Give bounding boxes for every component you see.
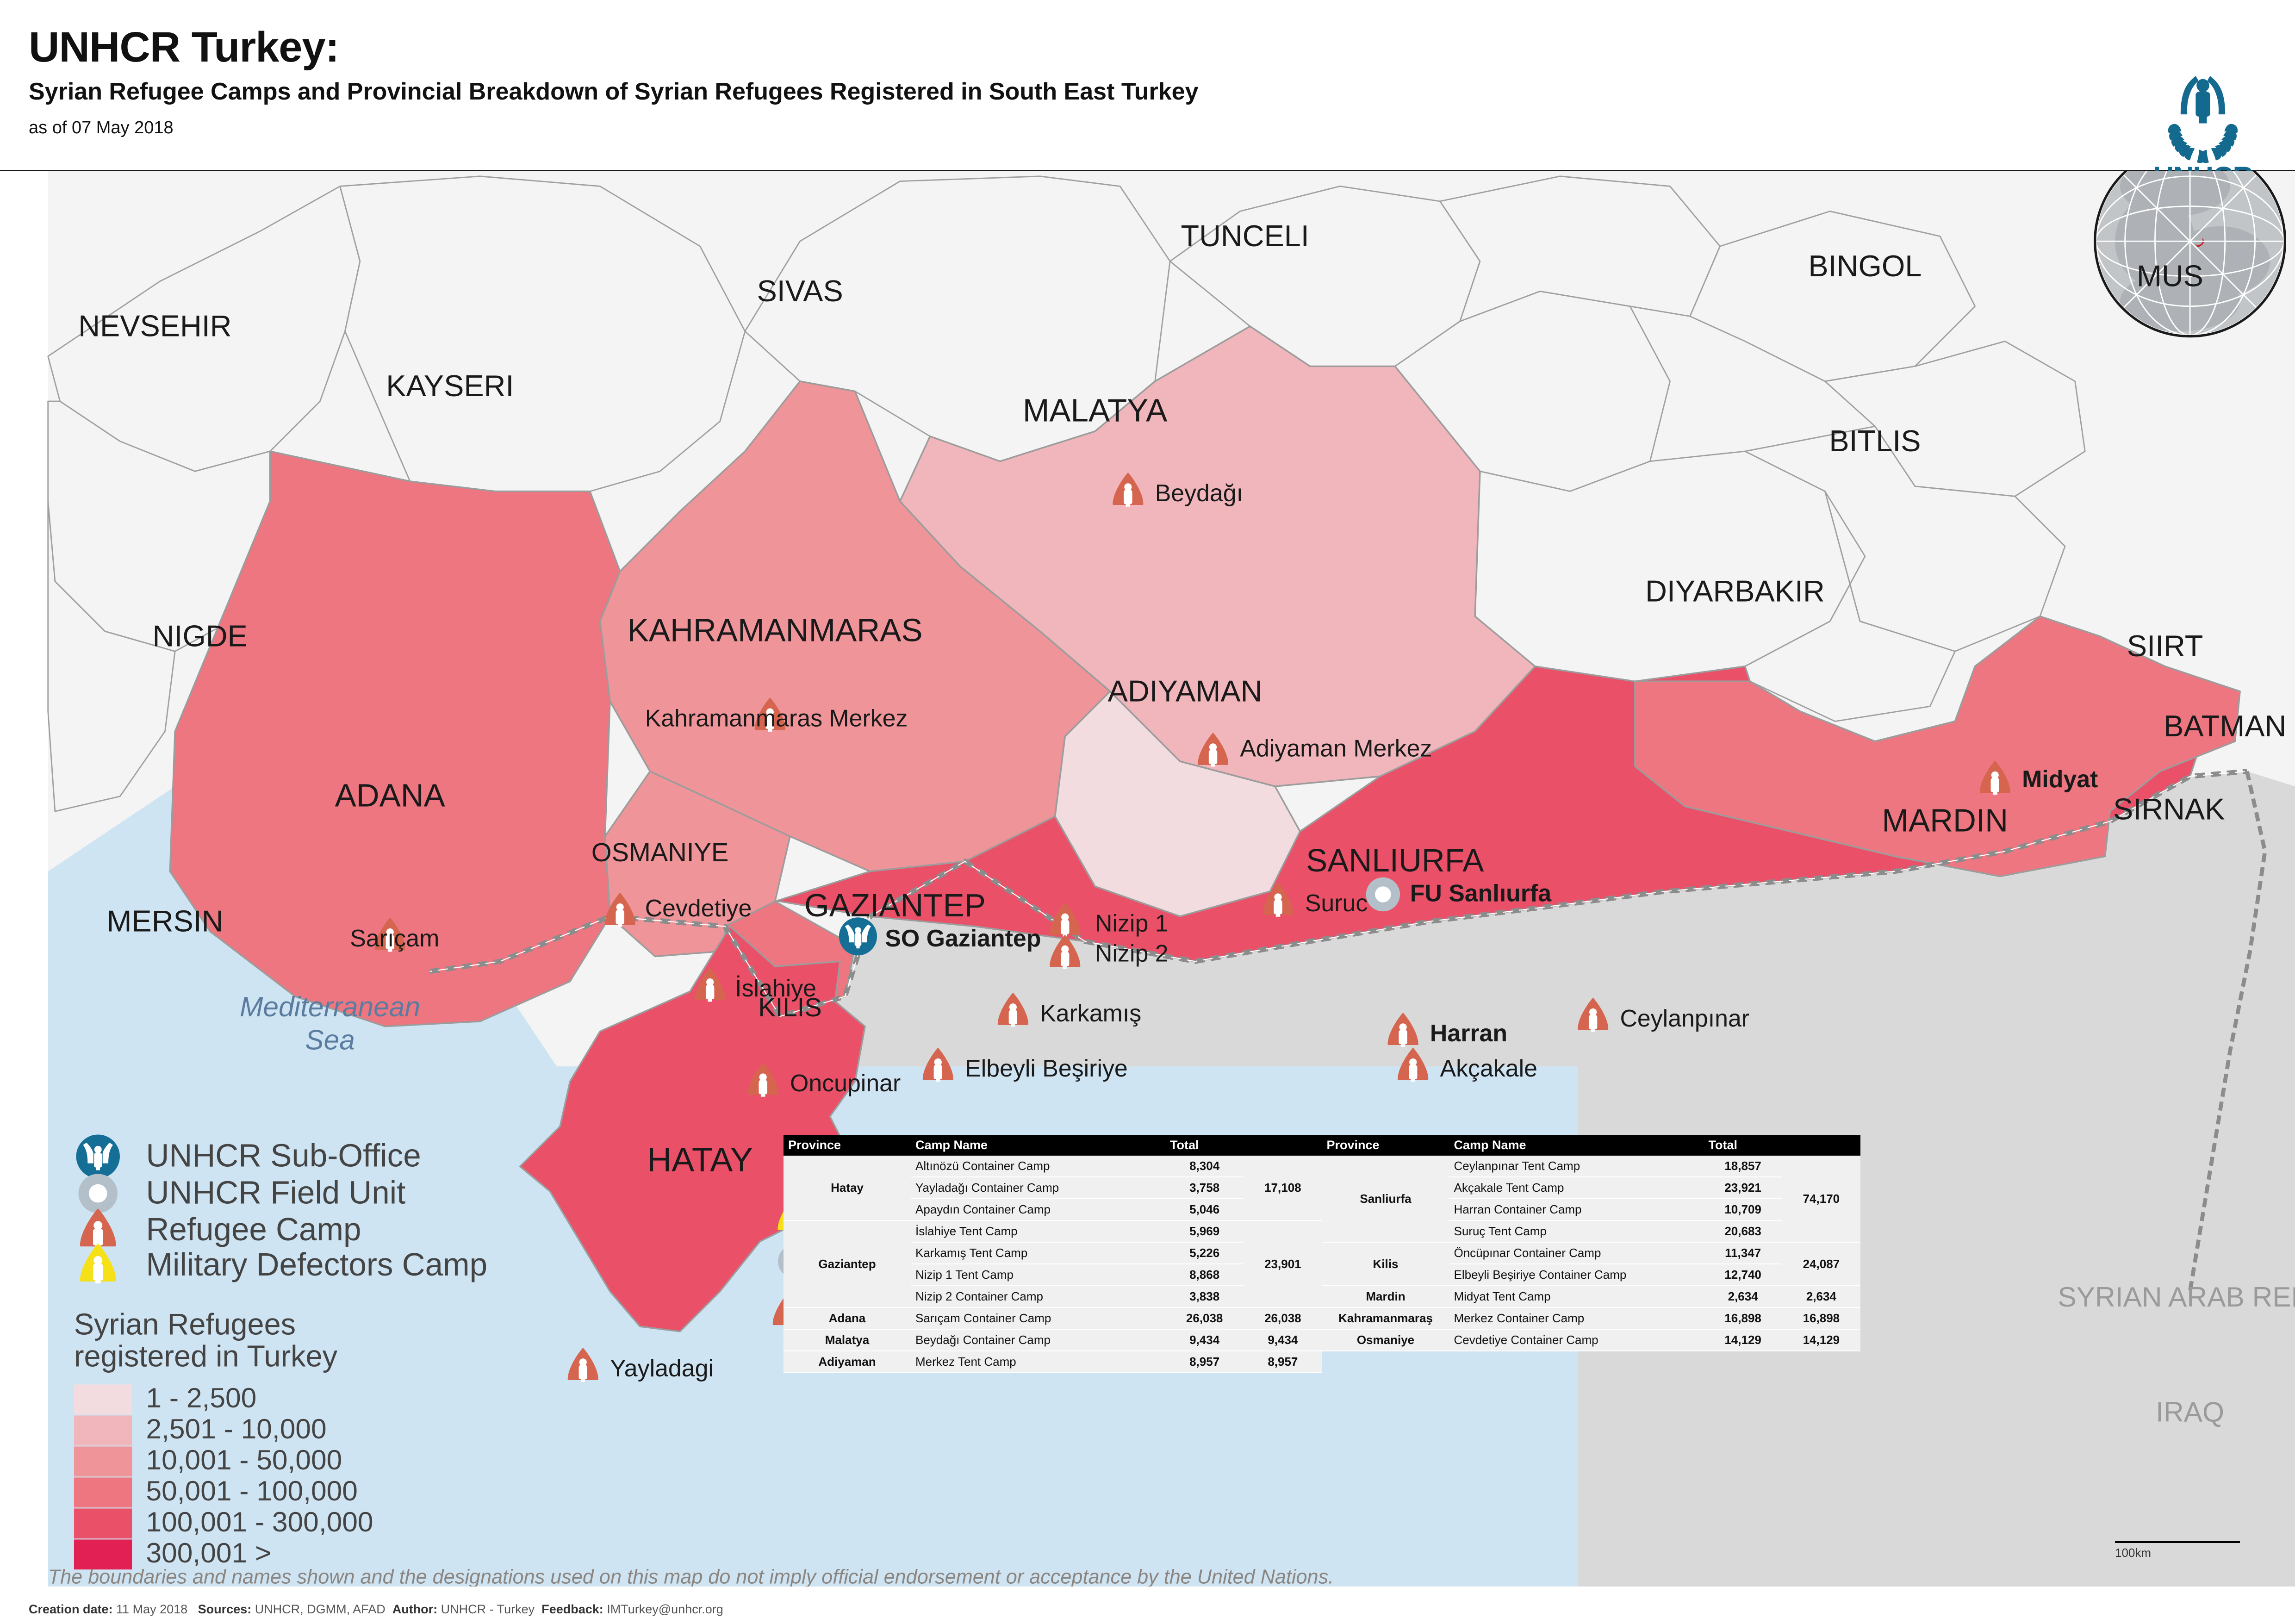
- svg-text:SANLIURFA: SANLIURFA: [1306, 842, 1484, 878]
- svg-text:Refugee Camp: Refugee Camp: [146, 1211, 361, 1247]
- svg-text:300,001 >: 300,001 >: [146, 1537, 271, 1568]
- svg-text:MALATYA: MALATYA: [1023, 392, 1167, 428]
- svg-text:Nizip 2: Nizip 2: [1095, 940, 1169, 966]
- svg-text:SYRIAN ARAB REPUBLIC: SYRIAN ARAB REPUBLIC: [2058, 1281, 2295, 1313]
- svg-text:HATAY: HATAY: [647, 1140, 753, 1179]
- svg-text:Beydağı: Beydağı: [1155, 479, 1243, 506]
- svg-text:Military Defectors Camp: Military Defectors Camp: [146, 1246, 487, 1282]
- svg-text:Suruc: Suruc: [1305, 890, 1368, 916]
- svg-text:BINGOL: BINGOL: [1808, 249, 1922, 283]
- svg-text:OSMANIYE: OSMANIYE: [591, 838, 729, 867]
- svg-text:FU Sanlıurfa: FU Sanlıurfa: [1410, 880, 1552, 907]
- svg-text:GAZIANTEP: GAZIANTEP: [804, 887, 986, 923]
- svg-text:ADANA: ADANA: [335, 777, 445, 813]
- svg-text:KAYSERI: KAYSERI: [386, 369, 514, 403]
- svg-text:TUNCELI: TUNCELI: [1181, 219, 1309, 253]
- svg-text:Karkamış: Karkamış: [1040, 1000, 1141, 1027]
- svg-text:2,501 - 10,000: 2,501 - 10,000: [146, 1413, 326, 1444]
- svg-text:Adiyaman Merkez: Adiyaman Merkez: [1240, 734, 1432, 761]
- svg-text:KAHRAMANMARAS: KAHRAMANMARAS: [628, 612, 923, 648]
- svg-text:Kahramanmaras Merkez: Kahramanmaras Merkez: [645, 704, 908, 731]
- svg-text:Nizip 1: Nizip 1: [1095, 909, 1169, 936]
- svg-text:The boundaries and names shown: The boundaries and names shown and the d…: [48, 1566, 1334, 1587]
- svg-text:Cevdetiye: Cevdetiye: [645, 895, 752, 921]
- svg-text:BATMAN: BATMAN: [2164, 709, 2286, 743]
- svg-text:registered in Turkey: registered in Turkey: [74, 1339, 338, 1373]
- svg-text:MUS: MUS: [2137, 259, 2203, 293]
- svg-text:Ceylanpınar: Ceylanpınar: [1620, 1005, 1749, 1032]
- svg-text:Syrian Refugees: Syrian Refugees: [74, 1307, 296, 1341]
- svg-text:UNHCR Field Unit: UNHCR Field Unit: [146, 1174, 405, 1210]
- svg-text:NEVSEHIR: NEVSEHIR: [78, 309, 231, 343]
- svg-text:MARDIN: MARDIN: [1882, 802, 2008, 838]
- svg-text:Elbeyli Beşiriye: Elbeyli Beşiriye: [965, 1055, 1128, 1082]
- svg-text:1 - 2,500: 1 - 2,500: [146, 1382, 256, 1413]
- svg-text:Mediterranean: Mediterranean: [240, 991, 420, 1022]
- svg-text:DIYARBAKIR: DIYARBAKIR: [1645, 574, 1825, 608]
- svg-text:100,001 - 300,000: 100,001 - 300,000: [146, 1506, 373, 1537]
- svg-text:MERSIN: MERSIN: [107, 904, 224, 938]
- svg-text:Sarıçam: Sarıçam: [350, 925, 439, 952]
- svg-text:SIIRT: SIIRT: [2127, 629, 2203, 663]
- svg-text:Oncupinar: Oncupinar: [790, 1070, 901, 1096]
- svg-text:IRAQ: IRAQ: [2156, 1396, 2224, 1427]
- svg-text:Sea: Sea: [305, 1024, 355, 1055]
- svg-text:Harran: Harran: [1430, 1020, 1507, 1046]
- svg-text:Yayladagi: Yayladagi: [610, 1355, 714, 1381]
- svg-text:İslahiye: İslahiye: [735, 975, 816, 1002]
- svg-text:ADIYAMAN: ADIYAMAN: [1108, 674, 1263, 708]
- svg-text:UNHCR Sub-Office: UNHCR Sub-Office: [146, 1137, 421, 1173]
- svg-text:SIVAS: SIVAS: [757, 274, 843, 308]
- svg-text:50,001 - 100,000: 50,001 - 100,000: [146, 1475, 357, 1506]
- svg-text:Midyat: Midyat: [2022, 765, 2098, 792]
- svg-text:NIGDE: NIGDE: [153, 619, 248, 653]
- svg-text:BITLIS: BITLIS: [1829, 424, 1921, 458]
- svg-text:SIRNAK: SIRNAK: [2113, 792, 2225, 826]
- svg-text:10,001 - 50,000: 10,001 - 50,000: [146, 1444, 342, 1475]
- svg-text:SO Gaziantep: SO Gaziantep: [885, 925, 1041, 952]
- svg-text:Akçakale: Akçakale: [1440, 1055, 1537, 1082]
